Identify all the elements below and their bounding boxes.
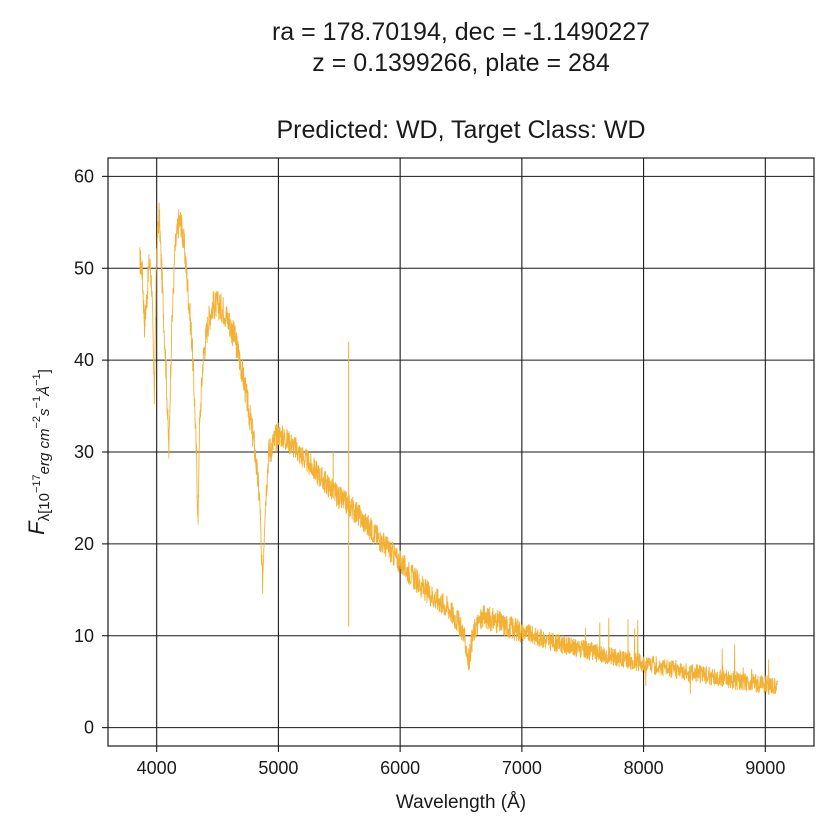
y-label-main: F bbox=[24, 520, 49, 535]
x-axis-label: Wavelength (Å) bbox=[396, 792, 526, 813]
x-tick-label: 5000 bbox=[258, 758, 298, 778]
y-label-mid: erg cm bbox=[36, 429, 53, 475]
chart-title-line1: ra = 178.70194, dec = -1.1490227 bbox=[271, 18, 651, 46]
plot-frame bbox=[107, 157, 815, 747]
x-tick-label: 9000 bbox=[745, 758, 785, 778]
y-label-mid3: Å bbox=[36, 386, 53, 397]
tick-layer: 4000 5000 6000 7000 8000 9000 0 10 20 30 40 50 60 bbox=[74, 166, 785, 778]
x-tick-label: 4000 bbox=[137, 758, 177, 778]
x-tick-label: 7000 bbox=[502, 758, 542, 778]
y-tick-label: 0 bbox=[84, 718, 94, 738]
y-label-end: ] bbox=[36, 369, 53, 373]
y-tick-label: 60 bbox=[74, 166, 94, 186]
grid-layer bbox=[108, 158, 814, 746]
series-layer bbox=[139, 202, 778, 695]
y-tick-label: 10 bbox=[74, 626, 94, 646]
y-tick-label: 30 bbox=[74, 442, 94, 462]
y-label-sup1: −17 bbox=[31, 474, 43, 493]
y-label-sup4: −1 bbox=[31, 373, 43, 386]
x-tick-label: 8000 bbox=[624, 758, 664, 778]
y-label-sup3: −1 bbox=[31, 396, 43, 409]
chart-title-line3: Predicted: WD, Target Class: WD bbox=[276, 116, 646, 144]
x-tick-label: 6000 bbox=[380, 758, 420, 778]
y-tick-label: 40 bbox=[74, 350, 94, 370]
y-label-sup2: −2 bbox=[31, 416, 43, 429]
y-tick-label: 50 bbox=[74, 258, 94, 278]
spectrum-series-line bbox=[139, 202, 778, 695]
y-label-sub: λ[10 bbox=[36, 493, 53, 521]
y-tick-label: 20 bbox=[74, 534, 94, 554]
y-axis-label: Fλ[10−17erg cm−2s−1Å−1] bbox=[24, 369, 53, 535]
chart-title-line2: z = 0.1399266, plate = 284 bbox=[312, 49, 610, 77]
y-label-mid2: s bbox=[36, 408, 53, 416]
